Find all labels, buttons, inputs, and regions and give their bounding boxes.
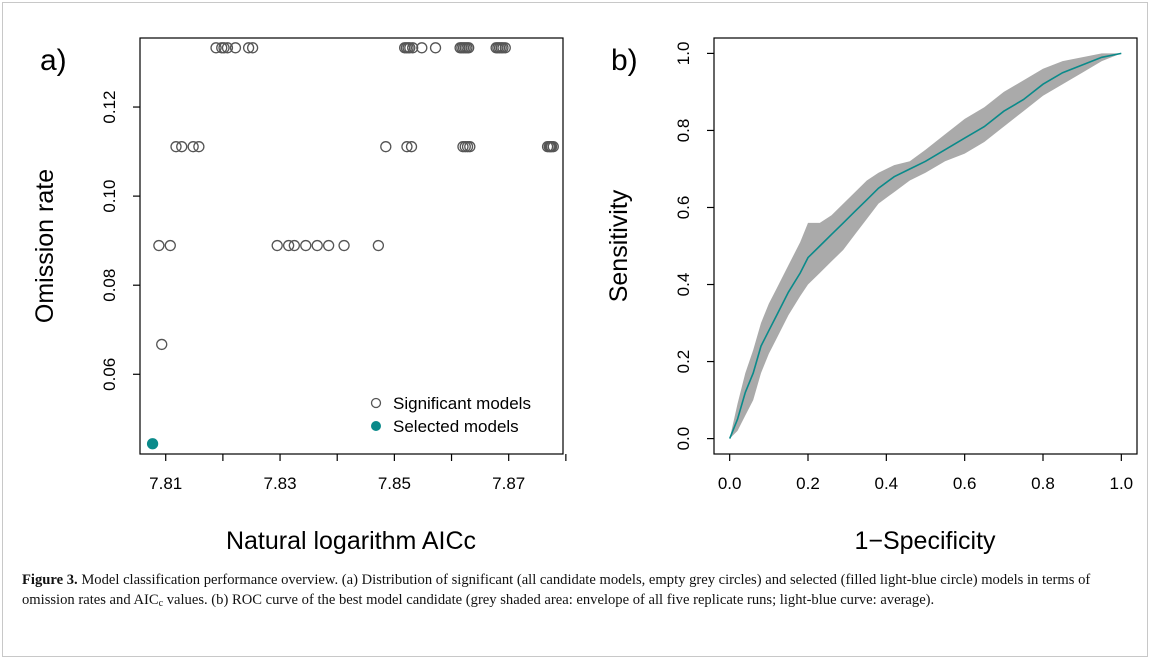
significant-model-point	[416, 42, 428, 54]
panel-a-y-axis-title: Omission rate	[31, 169, 59, 323]
selected-model-point	[146, 438, 159, 450]
panel-b-x-tick-label: 0.8	[1031, 474, 1055, 493]
figure-caption: Figure 3. Model classification performan…	[22, 570, 1132, 614]
panel-b-roc: b) 1−Specificity Sensitivity 0.0 0.2 0.4 0.…	[605, 37, 1138, 555]
significant-model-point	[464, 141, 476, 153]
panel-a-points	[146, 42, 559, 450]
panel-b-x-tick-label: 0.6	[953, 474, 977, 493]
panel-b-y-tick-label: 0.6	[674, 196, 693, 220]
roc-envelope-area	[729, 53, 1122, 439]
significant-model-point	[300, 239, 312, 252]
caption-text-part-2: values. (b) ROC curve of the best model …	[163, 592, 935, 608]
significant-model-point	[311, 239, 323, 252]
significant-model-point	[176, 141, 188, 153]
significant-model-point	[221, 42, 234, 54]
panel-b-x-tick-label: 0.4	[875, 474, 899, 493]
panel-b-y-axis-title: Sensitivity	[605, 189, 633, 302]
significant-model-point	[404, 42, 416, 54]
panel-a-x-tick-label: 7.85	[378, 474, 411, 493]
legend-significant-label: Significant models	[393, 394, 531, 413]
roc-mean-curve	[728, 52, 1122, 439]
panel-b-y-tick-label: 0.2	[674, 350, 693, 374]
significant-model-point	[380, 141, 392, 153]
panel-a-y-ticks: 0.06 0.08 0.10 0.12	[100, 90, 140, 391]
panel-a-x-tick-label: 7.87	[492, 474, 525, 493]
significant-model-point	[187, 141, 199, 153]
panel-a-x-ticks: 7.81 7.83 7.85 7.87	[149, 454, 567, 493]
panel-a-x-tick-label: 7.83	[264, 474, 297, 493]
significant-model-point	[429, 42, 442, 54]
significant-model-point	[401, 141, 413, 153]
significant-model-point	[282, 239, 295, 252]
significant-model-point	[407, 42, 419, 54]
significant-model-point	[153, 239, 165, 252]
panel-a-legend: Significant models Selected models	[370, 394, 531, 436]
panel-a-plot-box	[139, 37, 564, 455]
significant-model-point	[288, 239, 300, 252]
legend-selected-marker	[371, 421, 381, 431]
caption-text-part-1: Model classification performance overvie…	[22, 572, 1091, 608]
significant-model-point	[271, 239, 283, 252]
panel-a-y-tick-label: 0.06	[100, 358, 119, 391]
panel-b-plot-box	[713, 37, 1138, 455]
panel-a-scatter: a) Natural logarithm AICc Omission rate …	[31, 37, 567, 555]
panel-b-y-ticks: 0.0 0.2 0.4 0.6 0.8 1.0	[674, 42, 714, 451]
significant-model-point	[405, 141, 418, 153]
legend-selected-label: Selected models	[393, 417, 519, 436]
panel-b-y-tick-label: 0.4	[674, 273, 693, 297]
significant-model-point	[322, 239, 335, 252]
panel-b-y-tick-label: 0.0	[674, 427, 693, 451]
caption-subscript: c	[158, 598, 164, 609]
significant-model-point	[170, 141, 182, 153]
significant-model-point	[499, 42, 511, 54]
significant-model-point	[156, 338, 168, 351]
panel-b-x-axis-title: 1−Specificity	[854, 527, 996, 555]
significant-model-point	[210, 42, 222, 54]
panel-a-y-tick-label: 0.08	[100, 269, 119, 302]
panel-a-x-axis-title: Natural logarithm AICc	[226, 527, 476, 555]
panel-a-x-tick-label: 7.81	[149, 474, 182, 493]
panel-b-y-tick-label: 0.8	[674, 119, 693, 143]
significant-model-point	[463, 42, 475, 54]
panel-b-x-tick-label: 0.0	[718, 474, 742, 493]
panel-a-y-tick-label: 0.10	[100, 180, 119, 213]
significant-model-point	[193, 141, 205, 153]
significant-model-point	[547, 141, 559, 153]
significant-model-point	[229, 42, 242, 54]
panel-a-y-tick-label: 0.12	[100, 90, 119, 123]
significant-model-point	[372, 239, 385, 252]
panel-a-label: a)	[40, 44, 67, 77]
significant-model-point	[218, 42, 230, 54]
significant-model-point	[216, 42, 228, 54]
panel-b-y-tick-label: 1.0	[674, 42, 693, 66]
panel-b-x-ticks: 0.0 0.2 0.4 0.6 0.8 1.0	[718, 454, 1133, 493]
significant-model-point	[164, 239, 176, 252]
legend-significant-marker	[370, 397, 382, 409]
panel-b-x-tick-label: 1.0	[1110, 474, 1134, 493]
panel-b-x-tick-label: 0.2	[796, 474, 820, 493]
significant-model-point	[242, 42, 255, 54]
significant-model-point	[246, 42, 259, 54]
caption-figure-label: Figure 3.	[22, 572, 78, 588]
significant-model-point	[338, 239, 350, 252]
panel-b-label: b)	[611, 44, 638, 77]
